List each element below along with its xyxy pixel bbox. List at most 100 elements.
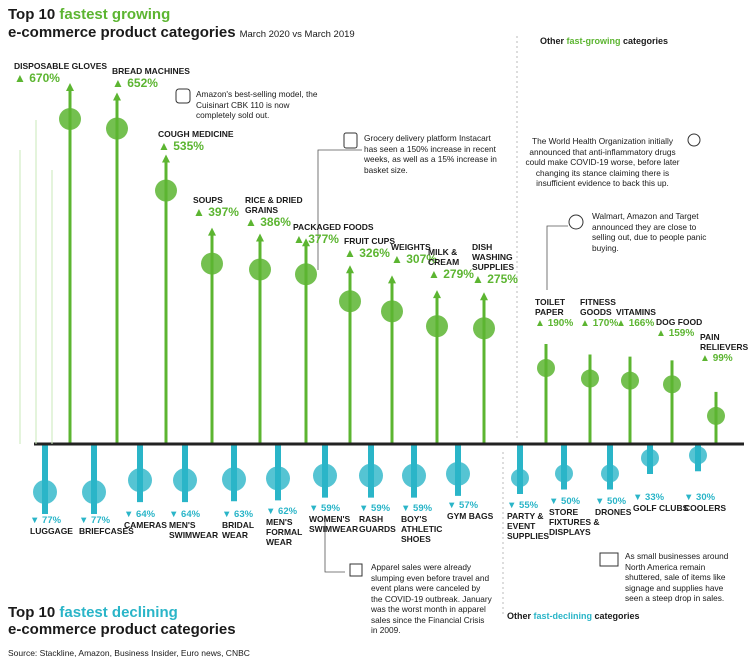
category-label: WOMEN'S SWIMWEAR [309,514,359,534]
product-icon [581,369,599,388]
product-icon [641,449,659,467]
category-label: WEIGHTS [391,242,431,252]
data-label: ▲ 99% [700,353,733,364]
product-icon [426,315,448,338]
category-label: COOLERS [684,503,727,513]
category-label: PAIN RELIEVERS [700,332,749,352]
category-label: BREAD MACHINES [112,66,190,76]
toilet-paper-icon [568,214,584,230]
product-icon [381,300,403,323]
data-label: ▲ 535% [158,139,204,153]
product-icon [621,371,639,390]
data-label: ▼ 63% [222,509,254,520]
data-label: ▲ 377% [293,232,339,246]
data-label: ▼ 77% [30,515,62,526]
chart-title-line2: e-commerce product categories March 2020 … [8,24,355,41]
callout-line [546,225,568,290]
bar-arrowhead [433,290,441,299]
data-label: ▼ 59% [359,503,391,514]
product-icon [222,467,246,492]
bar-arrowhead [480,292,488,301]
bread-icon [175,88,191,104]
source-note: Source: Stackline, Amazon, Business Insi… [8,648,250,658]
category-label: DRONES [595,507,632,517]
category-label: SOUPS [193,195,223,205]
category-label: PARTY & EVENT SUPPLIES [507,511,550,541]
category-label: TOILET PAPER [535,297,566,317]
category-label: BRIDAL WEAR [222,520,254,540]
callout-line [317,149,362,270]
product-icon [555,464,573,483]
declining-title: Top 10 fastest declining [8,604,178,621]
category-label: BRIEFCASES [79,526,134,536]
product-icon [59,108,81,130]
data-label: ▼ 62% [266,506,298,517]
note-toilet-paper: Walmart, Amazon and Target announced the… [592,211,707,253]
product-icon [155,179,177,202]
category-label: FITNESS GOODS [580,297,616,317]
product-icon [33,480,57,504]
data-label: ▼ 64% [124,509,156,520]
callout-line [324,515,345,573]
tablet-icon [343,132,358,149]
bar-arrowhead [162,154,170,163]
product-icon [689,446,707,465]
product-icon [359,463,383,488]
product-icon [446,461,470,486]
category-label: BOY'S ATHLETIC SHOES [401,514,443,544]
category-label: MEN'S FORMAL WEAR [266,517,303,547]
bar-arrowhead [388,275,396,284]
bar-arrowhead [113,92,121,101]
data-label: ▼ 64% [169,509,201,520]
other-declining-heading: Other fast-declining categories [507,611,640,621]
product-icon [201,252,223,275]
data-label: ▲ 166% [616,318,655,329]
category-label: DISPOSABLE GLOVES [14,61,108,71]
product-icon [473,317,495,340]
bar-arrowhead [346,265,354,274]
product-icon [707,406,725,425]
bar-arrowhead [208,227,216,236]
data-label: ▲ 170% [580,318,619,329]
category-label: PACKAGED FOODS [293,222,374,232]
data-label: ▼ 59% [401,503,433,514]
category-label: VITAMINS [616,307,656,317]
shirt-icon [349,563,363,577]
declining-title-line2: e-commerce product categories [8,621,236,638]
data-label: ▲ 670% [14,71,60,85]
note-grocery-delivery: Grocery delivery platform Instacart has … [364,133,497,175]
data-label: ▲ 159% [656,328,695,339]
product-icon [295,263,317,286]
chart-title: Top 10 fastest growing [8,6,171,23]
product-icon [402,463,426,488]
note-signage: As small businesses around North America… [625,551,729,603]
category-label: DOG FOOD [656,317,703,327]
product-icon [128,468,152,493]
data-label: ▼ 30% [684,492,716,503]
data-label: ▲ 275% [472,272,518,286]
data-label: ▼ 57% [447,500,479,511]
product-icon [82,480,106,504]
category-label: GOLF CLUBS [633,503,689,513]
product-icon [106,117,128,140]
data-label: ▼ 59% [309,503,341,514]
cash-register-icon [599,552,619,567]
category-label: CAMERAS [124,520,167,530]
bar-arrowhead [66,83,74,91]
category-label: STORE FIXTURES & DISPLAYS [549,507,600,537]
category-label: COUGH MEDICINE [158,129,234,139]
product-icon [173,468,197,493]
data-label: ▲ 190% [535,318,574,329]
pill-icon [687,133,701,147]
data-label: ▼ 77% [79,515,111,526]
data-label: ▲ 326% [344,246,390,260]
data-label: ▼ 50% [549,496,581,507]
product-icon [511,469,529,487]
category-label: LUGGAGE [30,526,73,536]
data-label: ▼ 33% [633,492,665,503]
product-icon [313,463,337,488]
data-label: ▲ 279% [428,267,474,281]
bar-arrowhead [256,233,264,242]
data-label: ▲ 397% [193,205,239,219]
